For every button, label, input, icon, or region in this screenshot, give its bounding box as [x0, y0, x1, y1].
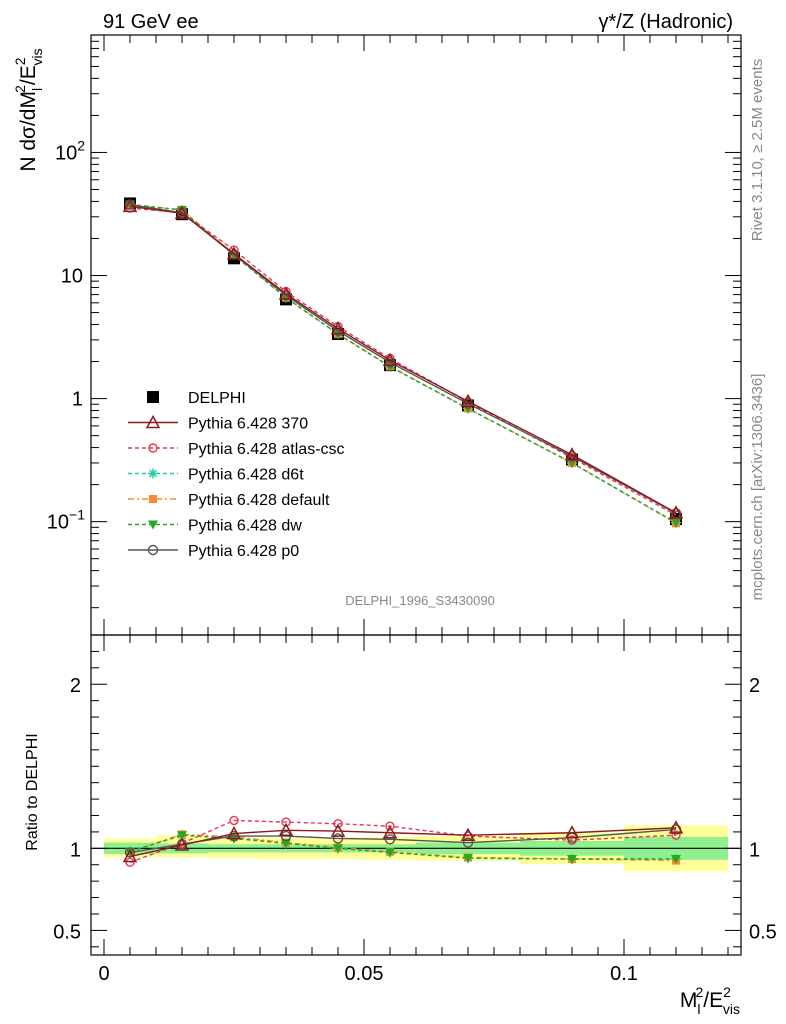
ratio-point-p0-4 — [332, 833, 344, 844]
upper-ytick-label-2: 10 — [61, 266, 83, 288]
legend-marker-d6t — [148, 468, 158, 479]
series-point-p370-3 — [278, 286, 294, 300]
upper-series-group — [122, 197, 684, 528]
series-point-p370-7 — [564, 447, 580, 461]
ratio-point-atlas-3 — [281, 817, 291, 827]
legend-marker-p0 — [147, 544, 159, 556]
xlabel-sub1: l — [697, 1001, 700, 1017]
ratio-point-p370-5 — [382, 825, 398, 839]
xtick-label-2: 0.1 — [610, 963, 638, 985]
xtick-label-0: 0 — [98, 963, 109, 985]
mcplots-label: mcplots.cern.ch [arXiv:1306.3436] — [749, 374, 766, 601]
series-line-dw — [129, 203, 677, 524]
watermark-label: DELPHI_1996_S3430090 — [345, 593, 495, 608]
ratio-point-p0-0 — [124, 847, 136, 858]
series-line-p370 — [129, 205, 677, 514]
ratio-point-p370-4 — [330, 823, 346, 837]
ratio-point-p370-1 — [174, 837, 190, 851]
xtick-label-1: 0.05 — [345, 963, 384, 985]
x-axis-label: Ml2/E2 vis — [680, 984, 740, 1017]
ratio-y-axis-label: Ratio to DELPHI — [24, 733, 41, 850]
ylabel-sup1: 2 — [12, 85, 28, 93]
ratio-point-dw-4 — [333, 844, 343, 854]
ratio-point-atlas-5 — [385, 821, 395, 831]
series-point-p370-0 — [122, 198, 138, 213]
xlabel-sup2: 2 — [723, 984, 731, 1000]
legend-label-atlas: Pythia 6.428 atlas-csc — [188, 441, 345, 458]
legend: DELPHI Pythia 6.428 370 Pythia 6.428 atlas… — [128, 390, 345, 560]
ylabel-sup2: 2 — [12, 57, 28, 65]
ytick-exp: −1 — [69, 507, 85, 523]
ratio-point-dw-6 — [463, 854, 473, 864]
ratio-point-dw-3 — [281, 839, 291, 849]
legend-marker-dw — [148, 520, 158, 530]
upper-ytick-label-3: 102 — [55, 137, 85, 164]
rivet-label: Rivet 3.1.10, ≥ 2.5M events — [749, 59, 766, 242]
ylabel-sub1: l — [29, 88, 45, 91]
ratio-point-p0-5 — [384, 834, 396, 845]
upper-ytick-label-0: 10−1 — [47, 507, 85, 534]
ratio-point-p370-3 — [278, 822, 294, 837]
ratio-point-dw-5 — [385, 848, 395, 858]
xlabel-mid: /E — [703, 989, 723, 1012]
lower-ytick-label-2: 2 — [70, 675, 81, 697]
legend-label-p0: Pythia 6.428 p0 — [188, 543, 299, 560]
lower-ytick-right-label-1: 1 — [749, 839, 760, 861]
legend-marker-data — [147, 391, 159, 403]
legend-marker-p370 — [145, 414, 161, 429]
xlabel-sup1: 2 — [695, 984, 703, 1000]
upper-y-axis-label: N dσ/dMl2/E2vis — [12, 48, 45, 171]
ytick-exp: 2 — [77, 137, 85, 153]
header-right-label: γ*/Z (Hadronic) — [599, 11, 733, 33]
ratio-point-p370-6 — [460, 827, 476, 841]
legend-marker-default — [149, 495, 157, 503]
legend-label-d6t: Pythia 6.428 d6t — [188, 467, 304, 484]
lower-ytick-right-label-0: 0.5 — [749, 921, 777, 943]
ratio-point-dw-1 — [177, 831, 187, 841]
lower-frame — [90, 634, 742, 956]
xlabel-sub2: vis — [723, 1001, 740, 1017]
ratio-point-atlas-2 — [229, 815, 239, 826]
legend-marker-d6t-d — [148, 469, 158, 478]
legend-marker-atlas — [148, 443, 158, 453]
ratio-series-group — [122, 815, 684, 867]
legend-label-default: Pythia 6.428 default — [188, 492, 330, 509]
ratio-point-atlas-4 — [333, 819, 343, 829]
ratio-point-dw-7 — [567, 855, 577, 864]
series-point-dw-8 — [671, 518, 681, 528]
series-point-p370-8 — [668, 505, 684, 519]
header-left-label: 91 GeV ee — [103, 11, 199, 33]
ylabel-main: N dσ/dM — [17, 91, 40, 172]
legend-label-p370: Pythia 6.428 370 — [188, 416, 308, 433]
series-point-p370-4 — [330, 321, 346, 335]
ytick-base: 10 — [55, 142, 77, 164]
legend-label-data: DELPHI — [188, 390, 246, 407]
ylabel-sub2: vis — [29, 48, 45, 65]
upper-ytick-label-1: 1 — [72, 389, 83, 411]
series-point-p370-1 — [174, 205, 190, 220]
ylabel-mid: /E — [17, 65, 40, 85]
ratio-point-dw-8 — [671, 855, 681, 864]
lower-ytick-label-0: 0.5 — [53, 921, 81, 943]
ratio-point-p370-7 — [564, 825, 580, 839]
series-point-p370-6 — [460, 393, 476, 408]
lower-ytick-label-1: 1 — [70, 839, 81, 861]
series-point-p370-2 — [226, 246, 242, 260]
ratio-point-p370-0 — [122, 848, 138, 863]
ytick-base: 10 — [47, 512, 69, 534]
series-point-p370-5 — [382, 352, 398, 366]
xlabel-main: M — [680, 989, 698, 1012]
ratio-line-p370 — [129, 827, 677, 858]
lower-ytick-right-label-2: 2 — [749, 675, 760, 697]
ratio-point-p370-8 — [668, 820, 684, 834]
legend-label-dw: Pythia 6.428 dw — [188, 518, 302, 535]
ratio-point-p0-6 — [462, 837, 474, 848]
ratio-point-p370-2 — [226, 825, 242, 840]
ratio-point-atlas-8 — [671, 830, 681, 840]
